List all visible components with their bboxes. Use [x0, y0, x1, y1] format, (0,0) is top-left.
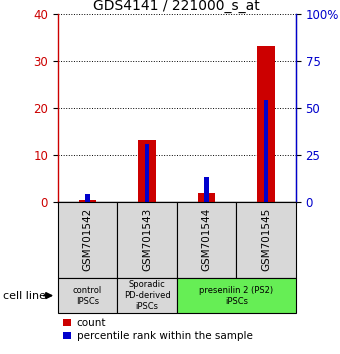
- Bar: [79, 200, 97, 202]
- Bar: [257, 46, 275, 202]
- Title: GDS4141 / 221000_s_at: GDS4141 / 221000_s_at: [94, 0, 260, 13]
- Bar: [145, 144, 150, 202]
- Legend: count, percentile rank within the sample: count, percentile rank within the sample: [63, 319, 252, 341]
- Bar: [85, 194, 90, 202]
- Bar: [236, 202, 296, 278]
- Text: GSM701542: GSM701542: [83, 208, 92, 272]
- Text: control
IPSCs: control IPSCs: [73, 286, 102, 306]
- Bar: [177, 202, 236, 278]
- Text: GSM701544: GSM701544: [202, 208, 211, 272]
- Bar: [117, 202, 177, 278]
- Bar: [264, 101, 269, 202]
- Bar: [177, 278, 296, 313]
- Bar: [138, 140, 156, 202]
- Text: presenilin 2 (PS2)
iPSCs: presenilin 2 (PS2) iPSCs: [199, 286, 273, 306]
- Bar: [198, 193, 216, 202]
- Text: cell line: cell line: [3, 291, 46, 301]
- Bar: [204, 177, 209, 202]
- Text: GSM701543: GSM701543: [142, 208, 152, 272]
- Text: GSM701545: GSM701545: [261, 208, 271, 272]
- Bar: [117, 278, 177, 313]
- Bar: [58, 202, 117, 278]
- Bar: [58, 278, 117, 313]
- Text: Sporadic
PD-derived
iPSCs: Sporadic PD-derived iPSCs: [124, 280, 170, 311]
